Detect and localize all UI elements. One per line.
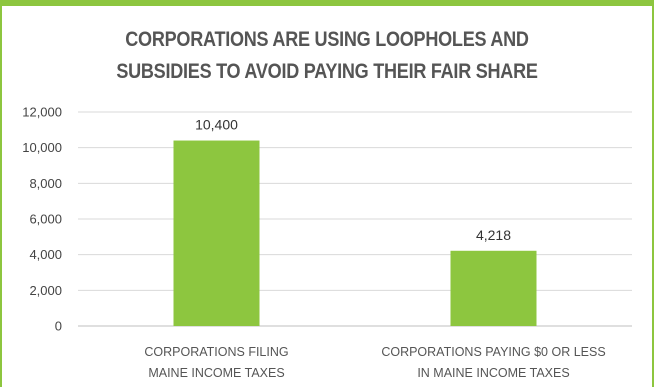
x-category-label: CORPORATIONS FILING xyxy=(144,345,288,359)
y-tick-label: 12,000 xyxy=(22,105,62,120)
y-tick-label: 8,000 xyxy=(29,176,62,191)
y-tick-label: 6,000 xyxy=(29,212,62,227)
x-category-label: IN MAINE INCOME TAXES xyxy=(417,366,569,380)
chart-title-line-2: SUBSIDIES TO AVOID PAYING THEIR FAIR SHA… xyxy=(116,60,538,83)
x-category-label: MAINE INCOME TAXES xyxy=(148,366,284,380)
bar xyxy=(450,250,537,326)
bar xyxy=(173,140,260,326)
y-tick-label: 4,000 xyxy=(29,247,62,262)
y-tick-label: 0 xyxy=(55,319,62,334)
data-label: 10,400 xyxy=(195,117,238,133)
data-label: 4,218 xyxy=(476,227,511,243)
x-category-label: CORPORATIONS PAYING $0 OR LESS xyxy=(381,345,605,359)
chart-title-line-1: CORPORATIONS ARE USING LOOPHOLES AND xyxy=(125,28,529,51)
y-tick-label: 2,000 xyxy=(29,283,62,298)
chart-title: CORPORATIONS ARE USING LOOPHOLES AND SUB… xyxy=(46,24,608,88)
y-tick-label: 10,000 xyxy=(22,140,62,155)
